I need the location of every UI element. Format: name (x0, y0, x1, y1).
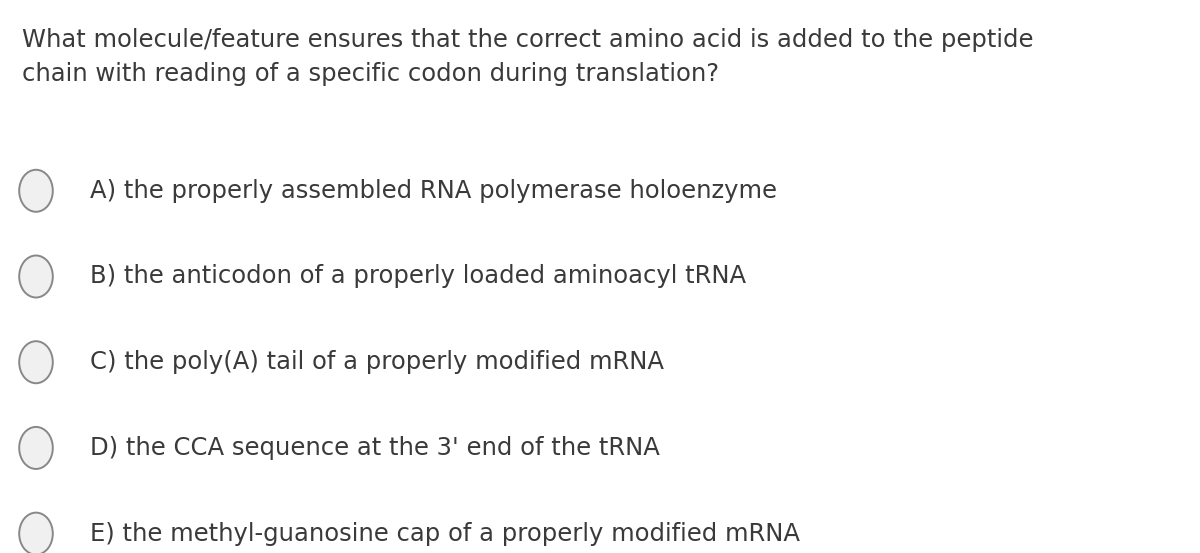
Text: A) the properly assembled RNA polymerase holoenzyme: A) the properly assembled RNA polymerase… (90, 179, 778, 203)
Ellipse shape (19, 170, 53, 212)
Ellipse shape (19, 255, 53, 298)
Text: B) the anticodon of a properly loaded aminoacyl tRNA: B) the anticodon of a properly loaded am… (90, 264, 746, 289)
Ellipse shape (19, 341, 53, 383)
Text: What molecule/feature ensures that the correct amino acid is added to the peptid: What molecule/feature ensures that the c… (22, 28, 1033, 86)
Text: C) the poly(A) tail of a properly modified mRNA: C) the poly(A) tail of a properly modifi… (90, 350, 664, 374)
Text: E) the methyl-guanosine cap of a properly modified mRNA: E) the methyl-guanosine cap of a properl… (90, 521, 800, 546)
Text: D) the CCA sequence at the 3' end of the tRNA: D) the CCA sequence at the 3' end of the… (90, 436, 660, 460)
Ellipse shape (19, 427, 53, 469)
Ellipse shape (19, 513, 53, 553)
